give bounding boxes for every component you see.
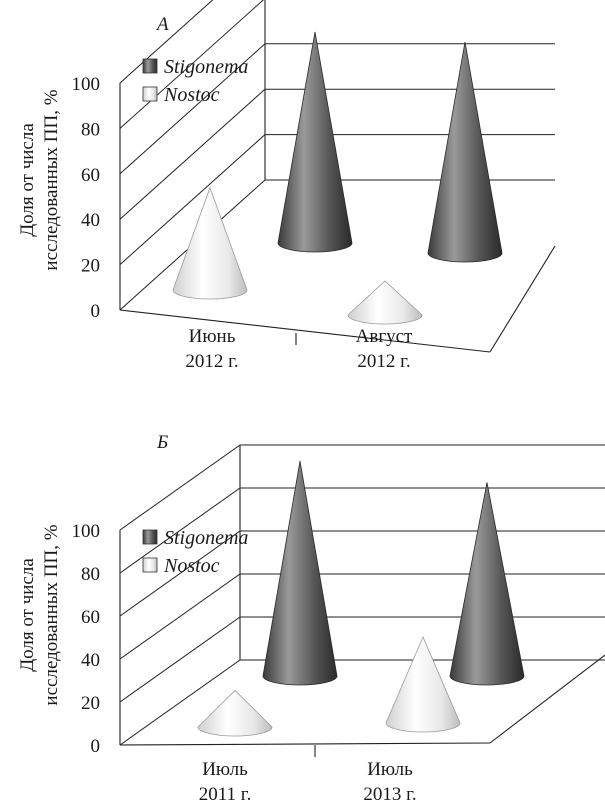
gridline [119, 0, 214, 84]
cone-stigonema [277, 31, 353, 253]
cone-body [449, 482, 525, 686]
legend-swatch [142, 58, 158, 74]
cone-body [197, 689, 273, 737]
y-axis-label-line: исследованных ПП, % [41, 89, 62, 270]
y-tick-label: 0 [91, 301, 101, 322]
panel-label: Б [156, 432, 168, 453]
cone-nostoc [197, 689, 273, 737]
legend-label: Stigonema [164, 56, 248, 78]
legend: Stigonema Nostoc [142, 56, 248, 106]
y-tick-label: 100 [72, 521, 101, 542]
legend-swatch [142, 86, 158, 102]
x-category-label: 2013 г. [363, 784, 416, 803]
cone-nostoc [347, 280, 423, 325]
x-category-label: Июль [367, 759, 413, 780]
floor-right-edge [489, 245, 556, 353]
x-axis [119, 309, 491, 353]
cone-nostoc [385, 635, 461, 733]
y-tick-label: 40 [81, 650, 100, 671]
x-category-label: 2011 г. [199, 784, 251, 803]
cone-body [385, 635, 461, 733]
x-category-label: 2012 г. [357, 351, 410, 372]
gridline [119, 659, 605, 746]
y-tick-label: 20 [81, 256, 100, 277]
x-category-label: 2012 г. [185, 351, 238, 372]
legend-swatch [142, 529, 158, 545]
legend-label: Nostoc [163, 555, 220, 577]
y-axis-label-line: Доля от числа [17, 123, 38, 237]
floor-right-edge [489, 654, 605, 744]
x-category-label: Июль [202, 759, 248, 780]
cone-body [262, 460, 338, 686]
y-tick-label: 80 [81, 119, 100, 140]
chart-panel-2: Б 0 20 40 60 80 100 Доля от числа исследованных … [17, 432, 605, 803]
y-tick-label: 80 [81, 564, 100, 585]
cone-stigonema [449, 482, 525, 686]
cone-stigonema [262, 460, 338, 686]
y-axis-label: Доля от числа исследованных ПП, % [17, 89, 62, 270]
cone-body [277, 31, 353, 253]
x-category-label: Август [356, 326, 413, 347]
legend-label: Nostoc [163, 84, 220, 106]
y-tick-label: 20 [81, 693, 100, 714]
y-tick-label: 100 [72, 74, 101, 95]
y-tick-label: 60 [81, 607, 100, 628]
x-category-label: Июнь [189, 326, 236, 347]
cone-body [347, 280, 423, 325]
cone-nostoc [172, 186, 248, 300]
x-axis [119, 742, 491, 746]
y-tick-label: 40 [81, 210, 100, 231]
legend-swatch [142, 557, 158, 573]
y-tick-label: 0 [91, 736, 101, 757]
y-tick-label: 60 [81, 165, 100, 186]
legend-label: Stigonema [164, 527, 248, 549]
y-axis-label-line: исследованных ПП, % [41, 524, 62, 705]
chart-panel-1: А 0 20 40 60 80 100 Доля от числа исследованных … [17, 0, 556, 372]
cone-body [427, 41, 503, 263]
y-axis-label: Доля от числа исследованных ПП, % [17, 524, 62, 705]
cone-body [172, 186, 248, 300]
legend: Stigonema Nostoc [142, 527, 248, 577]
y-axis-label-line: Доля от числа [17, 558, 38, 672]
gridline [119, 0, 264, 129]
cone-stigonema [427, 41, 503, 263]
panel-label: А [155, 14, 169, 35]
